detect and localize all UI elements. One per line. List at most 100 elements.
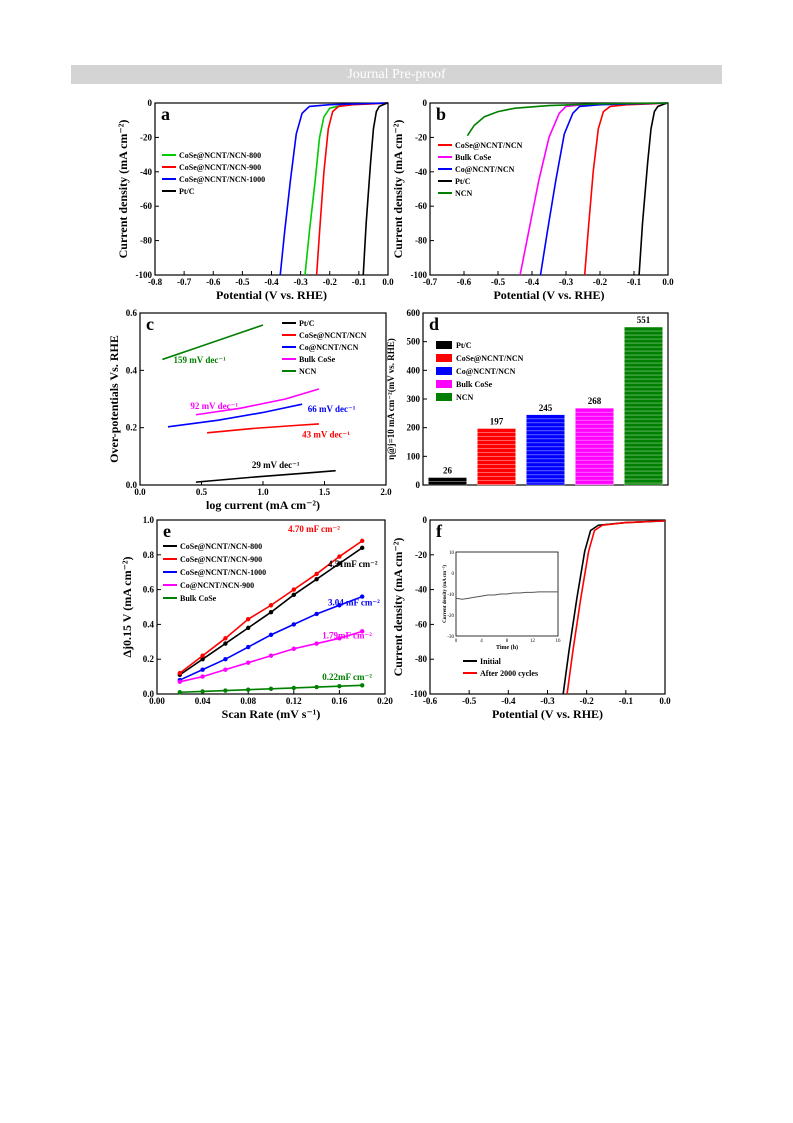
inset-y-tick-label: 10 bbox=[449, 551, 455, 556]
data-point bbox=[291, 587, 296, 592]
x-tick-label: -0.7 bbox=[177, 277, 192, 287]
x-tick-label: -0.6 bbox=[457, 277, 472, 287]
legend-label: CoSe@NCNT/NCN bbox=[456, 354, 524, 363]
x-axis-label: log current (mA cm⁻²) bbox=[206, 498, 320, 512]
data-point bbox=[360, 545, 365, 551]
data-point bbox=[337, 561, 342, 566]
y-tick-label: 0.0 bbox=[126, 480, 138, 490]
panel-letter: e bbox=[163, 521, 171, 541]
y-tick-label: 200 bbox=[407, 423, 421, 433]
x-tick-label: -0.3 bbox=[540, 696, 555, 706]
annotation: 3.04 mF cm⁻² bbox=[328, 597, 380, 607]
x-tick-label: -0.5 bbox=[462, 696, 477, 706]
inset-y-tick-label: -30 bbox=[447, 635, 454, 640]
series-line bbox=[583, 102, 669, 276]
inset-x-tick-label: 12 bbox=[530, 639, 536, 644]
data-point bbox=[268, 632, 274, 638]
legend-label: Bulk CoSe bbox=[455, 153, 492, 162]
panel-e: 0.00 0.04 0.08 0.12 0.16 0.20 0.0 0.2 0.4 0.6 0.8 1… bbox=[120, 515, 393, 721]
y-tick-label: 0 bbox=[423, 515, 428, 525]
series-line bbox=[162, 324, 264, 361]
legend-label: CoSe@NCNT/NCN-800 bbox=[180, 542, 262, 551]
data-point bbox=[337, 683, 342, 689]
data-point bbox=[337, 554, 342, 559]
series-line bbox=[539, 102, 669, 276]
y-tick-label: -100 bbox=[411, 689, 428, 699]
series-line bbox=[566, 520, 666, 695]
y-axis-label: Current density (mA cm⁻²) bbox=[391, 120, 405, 259]
y-tick-label: 1.0 bbox=[143, 515, 155, 525]
data-point bbox=[200, 674, 205, 679]
y-tick-label: 0.2 bbox=[126, 423, 138, 433]
annotation: 0.22mF cm⁻² bbox=[322, 672, 372, 682]
x-tick-label: 0.16 bbox=[332, 696, 348, 706]
y-axis-label: Δj0.15 V (mA cm⁻²) bbox=[120, 556, 134, 657]
x-tick-label: 0.00 bbox=[149, 696, 165, 706]
x-tick-label: 1.0 bbox=[257, 487, 269, 497]
inset-y-tick-label: -10 bbox=[447, 593, 454, 598]
x-tick-label: 0.0 bbox=[659, 696, 671, 706]
y-axis-label: Current density (mA cm⁻²) bbox=[391, 538, 405, 677]
y-tick-label: 0 bbox=[148, 98, 153, 108]
y-tick-label: 0.8 bbox=[143, 550, 155, 560]
data-point bbox=[246, 687, 251, 692]
x-tick-label: 2.0 bbox=[380, 487, 392, 497]
bar-value-label: 197 bbox=[490, 417, 504, 427]
data-point bbox=[314, 611, 319, 617]
data-point bbox=[177, 670, 182, 676]
inset-y-tick-label: 0 bbox=[452, 572, 455, 577]
y-tick-label: 400 bbox=[407, 365, 421, 375]
data-point bbox=[291, 622, 296, 627]
panel-letter: a bbox=[161, 104, 170, 124]
legend-label: CoSe@NCNT/NCN bbox=[299, 331, 367, 340]
panel-letter: b bbox=[436, 104, 446, 124]
y-tick-label: -40 bbox=[140, 167, 152, 177]
y-tick-label: -80 bbox=[140, 236, 152, 246]
x-tick-label: -0.5 bbox=[491, 277, 506, 287]
legend-label: Co@NCNT/NCN bbox=[455, 165, 515, 174]
legend-label: NCN bbox=[299, 367, 317, 376]
inset-series-line bbox=[455, 591, 558, 600]
panel-a: -0.8 -0.7 -0.6 -0.5 -0.4 -0.3 -0.2 -0.1 0.0 -100 -… bbox=[116, 98, 394, 302]
panel-letter: c bbox=[146, 314, 154, 334]
inset-y-tick-label: -20 bbox=[447, 614, 454, 619]
series-line bbox=[304, 102, 389, 276]
legend-label: Pt/C bbox=[456, 341, 472, 350]
y-axis-label: η@j=10 mA cm⁻²(mV vs. RHE) bbox=[386, 338, 396, 460]
legend-swatch bbox=[436, 380, 452, 388]
data-point bbox=[360, 629, 365, 634]
x-tick-label: -0.4 bbox=[525, 277, 540, 287]
data-point bbox=[246, 644, 251, 650]
y-tick-label: 0 bbox=[416, 480, 421, 490]
legend-label: CoSe@NCNT/NCN-900 bbox=[179, 163, 261, 172]
plot-frame bbox=[156, 519, 386, 695]
inset-x-label: Time (h) bbox=[496, 644, 518, 651]
legend-label: Pt/C bbox=[455, 177, 471, 186]
data-point bbox=[200, 667, 205, 672]
data-point bbox=[246, 660, 251, 665]
bar bbox=[624, 326, 663, 486]
y-tick-label: -40 bbox=[415, 167, 427, 177]
y-tick-label: -60 bbox=[415, 619, 427, 629]
data-point bbox=[268, 686, 274, 691]
legend-label: CoSe@NCNT/NCN-900 bbox=[180, 555, 262, 564]
legend-label: CoSe@NCNT/NCN-800 bbox=[179, 151, 261, 160]
bar-value-label: 551 bbox=[637, 315, 651, 325]
annotation: 66 mV dec⁻¹ bbox=[308, 404, 356, 414]
legend-swatch bbox=[436, 367, 452, 375]
data-point bbox=[268, 610, 274, 615]
annotation: 1.79mF cm⁻² bbox=[322, 630, 372, 640]
series-line bbox=[638, 102, 669, 276]
data-point bbox=[291, 592, 296, 598]
y-tick-label: 0.4 bbox=[126, 365, 138, 375]
y-axis-label: Over-potentials Vs. RHE bbox=[107, 335, 121, 463]
data-point bbox=[223, 667, 228, 672]
legend-label: CoSe@NCNT/NCN bbox=[455, 141, 523, 150]
plot-frame bbox=[429, 102, 669, 276]
annotation: 29 mV dec⁻¹ bbox=[252, 460, 300, 470]
x-tick-label: 0.04 bbox=[195, 696, 211, 706]
y-tick-label: 600 bbox=[407, 308, 421, 318]
data-point bbox=[314, 571, 319, 577]
legend-label: Initial bbox=[480, 657, 502, 666]
